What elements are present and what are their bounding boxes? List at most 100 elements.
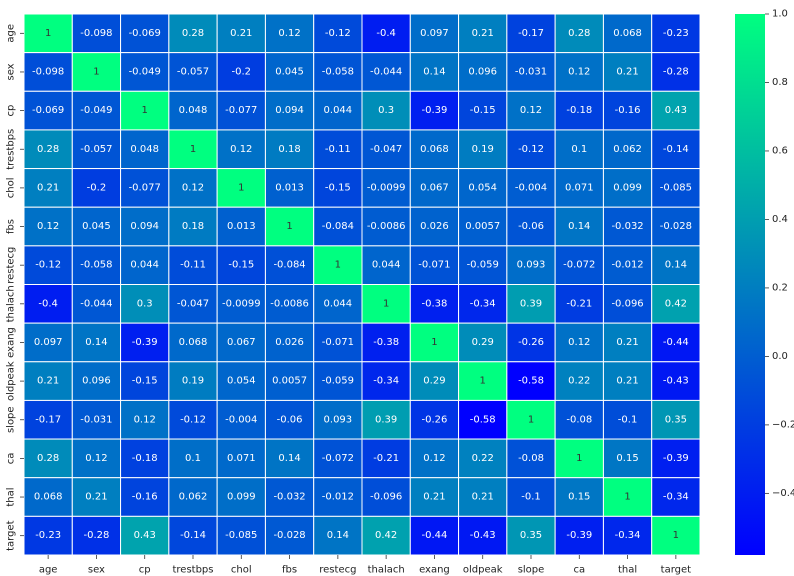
heatmap-cell-fbs-ca: [554, 206, 604, 247]
heatmap-cell-cp-slope: [506, 90, 556, 131]
heatmap-cell-thal-thalach: [361, 477, 411, 517]
heatmap-cell-oldpeak-thalach: [361, 361, 411, 401]
heatmap-cell-label-slope-thal: -0.1: [618, 414, 638, 425]
heatmap-cell-label-oldpeak-thalach: -0.34: [373, 376, 399, 387]
heatmap-cell-label-fbs-slope: -0.06: [518, 221, 544, 232]
heatmap-cell-sex-chol: [216, 52, 266, 92]
heatmap-cell-label-chol-trestbps: 0.12: [182, 182, 204, 193]
heatmap-cell-exang-fbs: [264, 322, 315, 363]
heatmap-cell-oldpeak-exang: [409, 361, 460, 401]
heatmap-cell-label-ca-age: 0.28: [37, 453, 59, 464]
heatmap-cell-fbs-slope: [506, 206, 556, 247]
heatmap-cell-label-thal-restecg: -0.012: [322, 492, 354, 503]
heatmap-cell-label-thalach-cp: 0.3: [137, 298, 153, 309]
heatmap-cell-thal-target: [651, 477, 701, 517]
heatmap-cell-oldpeak-fbs: [264, 361, 315, 401]
heatmap-cell-label-target-cp: 0.43: [134, 530, 156, 541]
heatmap-cell-label-chol-age: 0.21: [37, 182, 59, 193]
heatmap-cell-label-trestbps-trestbps: 1: [190, 144, 196, 155]
heatmap-cell-thalach-age: [23, 284, 73, 324]
heatmap-cell-label-thalach-exang: -0.38: [421, 298, 447, 309]
heatmap-cell-label-chol-exang: 0.067: [420, 182, 449, 193]
heatmap-cell-label-trestbps-exang: 0.068: [420, 144, 449, 155]
heatmap-cell-ca-thalach: [361, 438, 411, 479]
colorbar-tick-label: 0.2: [772, 282, 788, 293]
heatmap-cell-chol-cp: [120, 168, 170, 208]
heatmap-cell-label-oldpeak-trestbps: 0.19: [182, 376, 204, 387]
heatmap-cell-label-cp-thal: -0.16: [615, 105, 641, 116]
heatmap-cell-label-thal-fbs: -0.032: [273, 492, 305, 503]
heatmap-cell-trestbps-restecg: [313, 129, 363, 170]
heatmap-cell-label-age-trestbps: 0.28: [182, 28, 204, 39]
heatmap-cell-label-chol-target: -0.085: [660, 182, 692, 193]
heatmap-cell-label-chol-chol: 1: [238, 182, 244, 193]
heatmap-cell-exang-oldpeak: [458, 322, 508, 363]
x-tick-label-fbs: fbs: [282, 565, 297, 576]
heatmap-cell-label-target-sex: -0.28: [83, 530, 109, 541]
heatmap-cell-label-target-slope: 0.35: [520, 530, 542, 541]
heatmap-cell-label-thalach-slope: 0.39: [520, 298, 542, 309]
heatmap-cell-cp-exang: [409, 90, 460, 131]
heatmap-cell-label-oldpeak-thal: 0.21: [616, 376, 638, 387]
heatmap-cell-sex-thal: [602, 52, 653, 92]
heatmap-cell-label-thal-age: 0.068: [34, 492, 63, 503]
heatmap-cell-label-ca-target: -0.39: [663, 453, 689, 464]
heatmap-cell-restecg-chol: [216, 245, 266, 285]
heatmap-cell-label-age-thalach: -0.4: [376, 28, 396, 39]
heatmap-cell-exang-slope: [506, 322, 556, 363]
heatmap-cell-chol-chol: [216, 168, 266, 208]
heatmap-cell-label-oldpeak-target: -0.43: [663, 376, 689, 387]
heatmap-cell-label-exang-fbs: 0.026: [275, 337, 304, 348]
heatmap-cell-fbs-chol: [216, 206, 266, 247]
heatmap-cell-label-cp-fbs: 0.094: [275, 105, 304, 116]
heatmap-cell-label-restecg-exang: -0.071: [418, 260, 450, 271]
heatmap-cell-label-thalach-thal: -0.096: [611, 298, 643, 309]
heatmap-cell-label-ca-exang: 0.12: [423, 453, 445, 464]
x-tick-label-sex: sex: [88, 565, 105, 576]
heatmap-cell-fbs-cp: [120, 206, 170, 247]
heatmap-cell-label-cp-sex: -0.049: [80, 105, 112, 116]
heatmap-cell-fbs-sex: [71, 206, 122, 247]
heatmap-cell-thalach-trestbps: [168, 284, 218, 324]
heatmap-cell-target-thal: [602, 515, 653, 556]
heatmap-cell-label-cp-restecg: 0.044: [324, 105, 353, 116]
heatmap-cell-label-chol-ca: 0.071: [565, 182, 594, 193]
x-tick-label-ca: ca: [573, 565, 585, 576]
heatmap-cell-label-restecg-restecg: 1: [335, 260, 341, 271]
heatmap-cell-chol-oldpeak: [458, 168, 508, 208]
heatmap-cell-label-thalach-chol: -0.0099: [222, 298, 261, 309]
heatmap-cell-label-chol-oldpeak: 0.054: [468, 182, 497, 193]
heatmap-cell-chol-thalach: [361, 168, 411, 208]
heatmap-cell-oldpeak-cp: [120, 361, 170, 401]
heatmap-cell-label-fbs-age: 0.12: [37, 221, 59, 232]
heatmap-cell-label-exang-cp: -0.39: [132, 337, 158, 348]
y-tick-label-ca: ca: [6, 453, 17, 465]
heatmap-cell-restecg-restecg: [313, 245, 363, 285]
heatmap-cell-label-sex-cp: -0.049: [129, 66, 161, 77]
heatmap-cell-label-slope-sex: -0.031: [80, 414, 112, 425]
heatmap-cell-label-slope-slope: 1: [528, 414, 534, 425]
heatmap-cell-label-trestbps-thal: 0.062: [613, 144, 642, 155]
colorbar-tick-label: −0.4: [772, 488, 794, 499]
heatmap-cell-cp-ca: [554, 90, 604, 131]
heatmap-cell-label-target-age: -0.23: [35, 530, 61, 541]
heatmap-cell-exang-exang: [409, 322, 460, 363]
heatmap-cell-label-age-ca: 0.28: [568, 28, 590, 39]
heatmap-cell-label-sex-oldpeak: 0.096: [468, 66, 497, 77]
heatmap-cell-thalach-chol: [216, 284, 266, 324]
heatmap-cell-label-ca-slope: -0.08: [518, 453, 544, 464]
heatmap-cell-thalach-restecg: [313, 284, 363, 324]
heatmap-cell-age-oldpeak: [458, 13, 508, 54]
heatmap-cell-sex-restecg: [313, 52, 363, 92]
heatmap-cell-label-fbs-cp: 0.094: [130, 221, 159, 232]
heatmap-cell-fbs-target: [651, 206, 701, 247]
heatmap-cell-sex-trestbps: [168, 52, 218, 92]
heatmap-cell-label-cp-target: 0.43: [665, 105, 687, 116]
heatmap-cell-label-thalach-fbs: -0.0086: [270, 298, 309, 309]
y-tick-label-thalach: thalach: [6, 285, 17, 322]
heatmap-cell-label-restecg-slope: 0.093: [517, 260, 546, 271]
heatmap-cell-label-thal-target: -0.34: [663, 492, 689, 503]
heatmap-cell-fbs-fbs: [264, 206, 315, 247]
heatmap-cell-thalach-oldpeak: [458, 284, 508, 324]
